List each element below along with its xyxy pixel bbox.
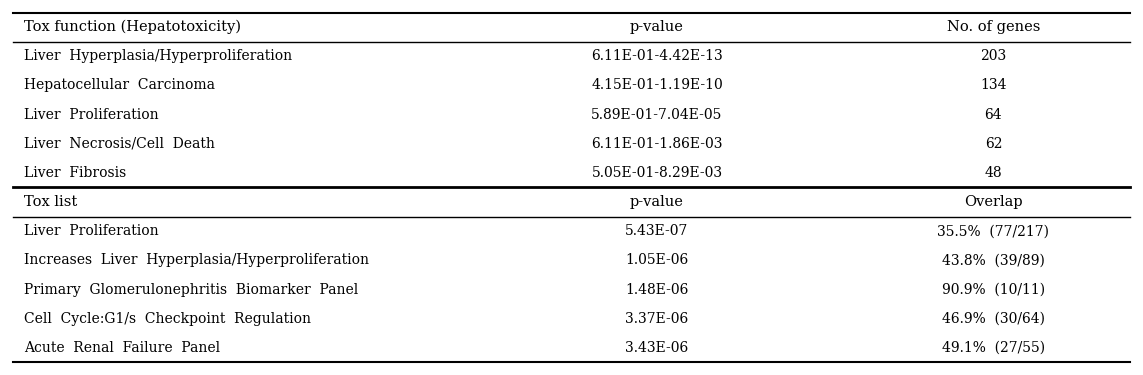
Text: 90.9%  (10/11): 90.9% (10/11) (942, 282, 1045, 297)
Text: Primary  Glomerulonephritis  Biomarker  Panel: Primary Glomerulonephritis Biomarker Pan… (24, 282, 359, 297)
Text: 3.37E-06: 3.37E-06 (625, 312, 688, 326)
Text: 1.05E-06: 1.05E-06 (625, 254, 688, 267)
Text: 6.11E-01-4.42E-13: 6.11E-01-4.42E-13 (591, 49, 722, 63)
Text: 62: 62 (984, 137, 1002, 151)
Text: p-value: p-value (630, 20, 684, 34)
Text: No. of genes: No. of genes (946, 20, 1040, 34)
Text: Tox list: Tox list (24, 195, 78, 209)
Text: Liver  Hyperplasia/Hyperproliferation: Liver Hyperplasia/Hyperproliferation (24, 49, 293, 63)
Text: 5.05E-01-8.29E-03: 5.05E-01-8.29E-03 (591, 166, 722, 180)
Text: Liver  Proliferation: Liver Proliferation (24, 224, 159, 238)
Text: 64: 64 (984, 108, 1002, 122)
Text: 5.89E-01-7.04E-05: 5.89E-01-7.04E-05 (591, 108, 722, 122)
Text: Hepatocellular  Carcinoma: Hepatocellular Carcinoma (24, 78, 215, 93)
Text: Acute  Renal  Failure  Panel: Acute Renal Failure Panel (24, 341, 221, 355)
Text: Increases  Liver  Hyperplasia/Hyperproliferation: Increases Liver Hyperplasia/Hyperprolife… (24, 254, 369, 267)
Text: p-value: p-value (630, 195, 684, 209)
Text: Liver  Necrosis/Cell  Death: Liver Necrosis/Cell Death (24, 137, 215, 151)
Text: Overlap: Overlap (964, 195, 1023, 209)
Text: 5.43E-07: 5.43E-07 (625, 224, 689, 238)
Text: 35.5%  (77/217): 35.5% (77/217) (937, 224, 1049, 238)
Text: 203: 203 (981, 49, 1007, 63)
Text: Liver  Proliferation: Liver Proliferation (24, 108, 159, 122)
Text: 48: 48 (984, 166, 1002, 180)
Text: Liver  Fibrosis: Liver Fibrosis (24, 166, 127, 180)
Text: 4.15E-01-1.19E-10: 4.15E-01-1.19E-10 (591, 78, 722, 93)
Text: 6.11E-01-1.86E-03: 6.11E-01-1.86E-03 (591, 137, 722, 151)
Text: 3.43E-06: 3.43E-06 (625, 341, 688, 355)
Text: 134: 134 (981, 78, 1007, 93)
Text: 46.9%  (30/64): 46.9% (30/64) (942, 312, 1045, 326)
Text: Tox function (Hepatotoxicity): Tox function (Hepatotoxicity) (24, 20, 241, 34)
Text: 1.48E-06: 1.48E-06 (625, 282, 689, 297)
Text: 49.1%  (27/55): 49.1% (27/55) (942, 341, 1045, 355)
Text: 43.8%  (39/89): 43.8% (39/89) (942, 254, 1045, 267)
Text: Cell  Cycle:G1/s  Checkpoint  Regulation: Cell Cycle:G1/s Checkpoint Regulation (24, 312, 311, 326)
